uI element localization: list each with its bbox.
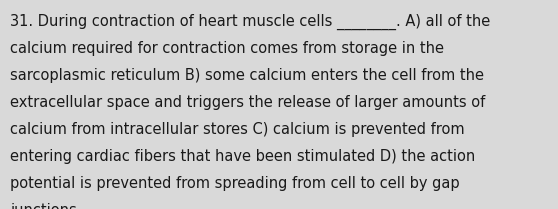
Text: potential is prevented from spreading from cell to cell by gap: potential is prevented from spreading fr…	[10, 176, 460, 191]
Text: sarcoplasmic reticulum B) some calcium enters the cell from the: sarcoplasmic reticulum B) some calcium e…	[10, 68, 484, 83]
Text: calcium from intracellular stores C) calcium is prevented from: calcium from intracellular stores C) cal…	[10, 122, 465, 137]
Text: entering cardiac fibers that have been stimulated D) the action: entering cardiac fibers that have been s…	[10, 149, 475, 164]
Text: 31. During contraction of heart muscle cells ________. A) all of the: 31. During contraction of heart muscle c…	[10, 14, 490, 30]
Text: calcium required for contraction comes from storage in the: calcium required for contraction comes f…	[10, 41, 444, 56]
Text: extracellular space and triggers the release of larger amounts of: extracellular space and triggers the rel…	[10, 95, 485, 110]
Text: junctions: junctions	[10, 203, 77, 209]
